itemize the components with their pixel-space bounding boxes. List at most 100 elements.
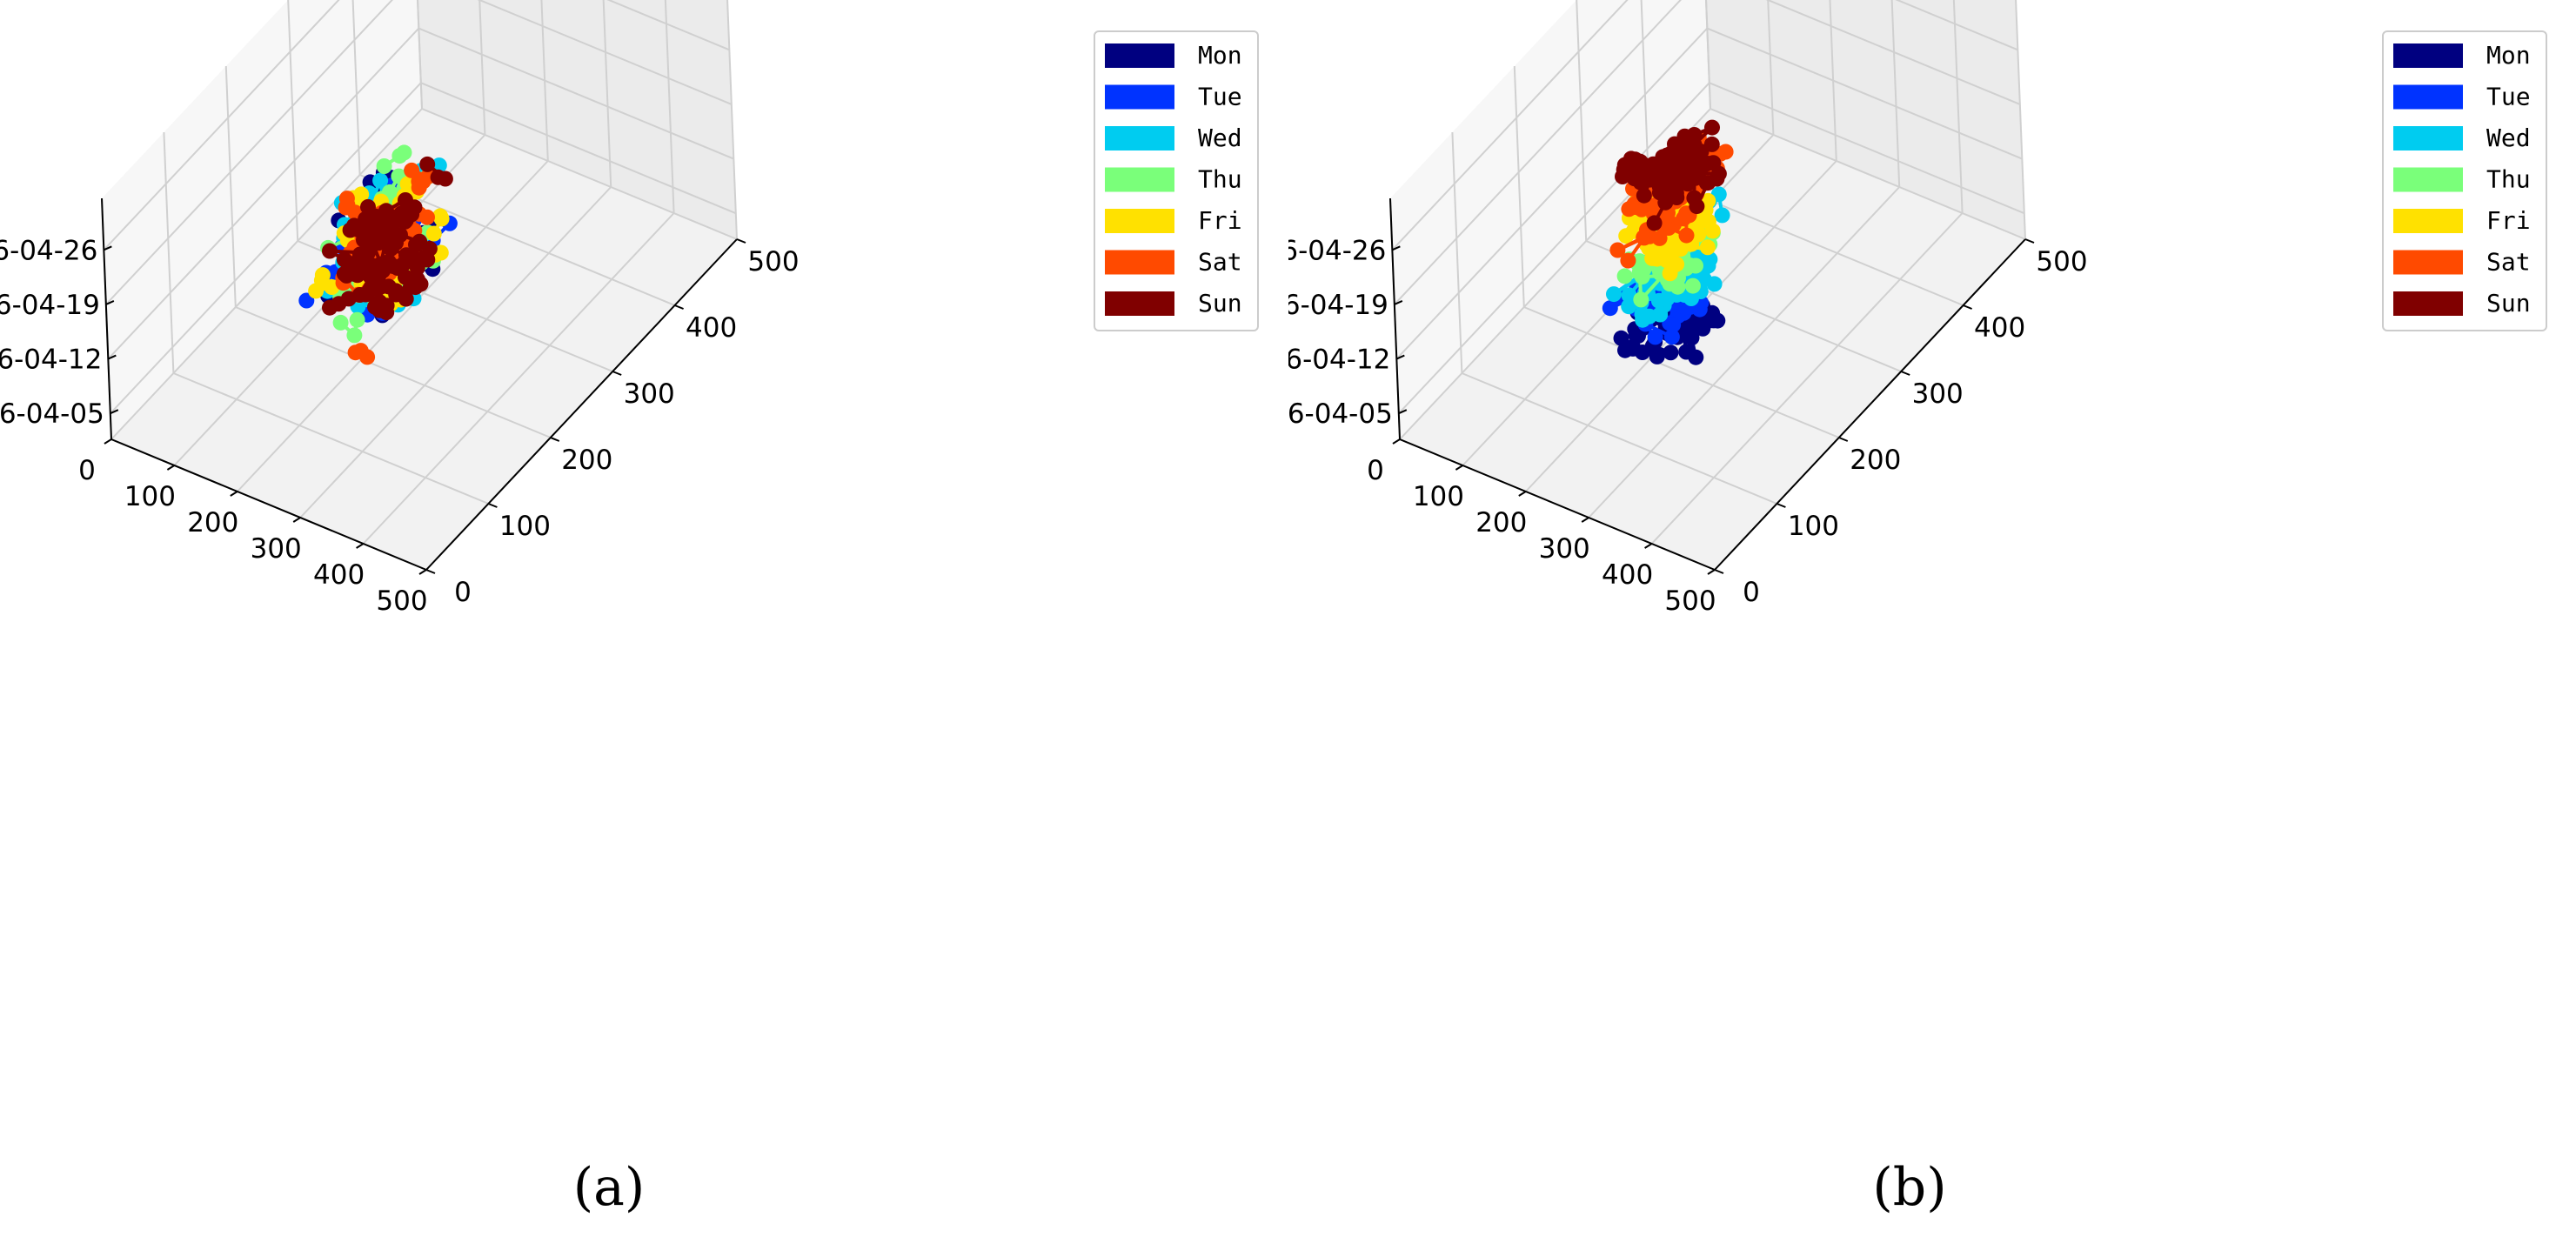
data-point-sat [1609,242,1626,258]
wall-gridline-y [1705,0,1711,110]
data-point-sun [384,209,400,225]
x-tick-label: 300 [1539,533,1590,565]
wall-gridline-z [418,27,734,160]
data-point-sun [1686,127,1703,143]
data-point-sun [392,227,408,243]
legend-swatch-sun [1105,291,1174,316]
data-point-wed [372,172,389,189]
data-point-sun [1686,190,1703,206]
data-point-sun [346,217,362,234]
floor-gridline-y [421,108,738,240]
z-tick-mark [110,409,119,415]
y-tick-mark [674,304,684,310]
data-point-tue [1602,300,1618,317]
data-point-sat [1620,252,1636,269]
y-tick-mark [2024,238,2035,244]
wall-gridline-y [163,131,175,374]
data-point-sun [360,198,376,215]
grid-group [1389,0,2026,571]
data-point-wed [1714,207,1730,224]
wall-gridline-z [1706,27,2023,160]
x-tick-label: 500 [376,585,427,617]
data-cloud [1602,119,1734,365]
wall-gridline-x [1952,0,1964,214]
y-tick-mark [550,437,560,442]
y-tick-label: 400 [686,312,737,344]
data-point-sun [398,247,414,264]
wall-gridline-x [726,0,738,240]
back-right-pane [1706,0,2025,239]
data-point-sun [322,243,338,259]
legend-label-tue: Tue [2486,83,2531,111]
y-tick-label: 300 [1912,378,1964,410]
chart-panel-a: 0 100 200 300 400 500 0 100 200 300 400 500 2016-04-… [0,0,1259,1218]
data-point-sun [411,233,428,250]
x-tick-mark [356,543,365,549]
legend-label-mon: Mon [1198,41,1242,70]
data-point-mon [1649,348,1665,365]
data-point-mon [1624,338,1641,355]
y-tick-label: 200 [561,445,612,476]
x-tick-label: 500 [1664,585,1716,617]
wall-gridline-y [1513,65,1525,308]
floor-gridline-y [173,372,489,505]
x-tick-mark [1581,517,1589,523]
data-point-fri [1699,239,1716,256]
legend: Mon Tue Wed Thu Fri Sat Sun [2382,30,2547,331]
floor-pane [111,109,737,570]
series-line-sun [328,249,373,265]
legend-swatch-tue [1105,84,1174,110]
data-point-mon [1663,344,1679,361]
data-point-sun [1709,171,1725,187]
panel-caption: (b) [1872,1157,1946,1218]
data-point-sun [1662,186,1678,203]
z-tick-label: 2016-04-19 [0,290,100,321]
wall-gridline-z [105,0,393,305]
floor-gridline-x [1588,186,1900,518]
z-tick-label: 2016-04-19 [1288,290,1388,321]
data-point-sun [359,244,376,261]
x-tick-label: 0 [1367,455,1384,486]
data-point-thu [376,158,392,174]
legend-swatch-fri [1105,209,1174,233]
data-point-wed [1606,286,1622,303]
wall-gridline-x [2015,0,2026,240]
wall-gridline-z [1394,0,1682,305]
data-point-mon [1696,314,1712,331]
data-point-sun [398,212,414,229]
z-axis-line [101,197,112,440]
data-point-thu [1631,253,1648,270]
wall-gridline-z [606,0,730,51]
wall-gridline-y [1451,131,1463,374]
data-point-wed [1641,308,1657,324]
data-point-wed [1621,287,1637,304]
data-point-sun [419,156,436,172]
x-tick-label: 300 [251,533,302,565]
legend-label-sun: Sun [2486,289,2531,318]
legend-label-wed: Wed [1198,124,1242,152]
legend: Mon Tue Wed Thu Fri Sat Sun [1094,30,1259,331]
wall-gridline-x [664,0,675,214]
wall-gridline-z [1391,0,1629,251]
x-tick-mark [104,438,112,445]
data-point-fri [313,272,330,289]
x-tick-mark [1518,491,1527,497]
data-point-thu [1669,278,1686,295]
x-tick-mark [230,491,238,497]
x-axis-line [1399,438,1716,571]
x-tick-label: 100 [124,481,176,512]
y-tick-mark [425,569,436,574]
y-tick-mark [736,238,746,244]
z-tick-mark [107,354,117,360]
data-point-sun [1664,165,1681,182]
legend-swatch-sat [2393,250,2463,275]
x-tick-label: 0 [78,455,96,486]
wall-gridline-z [420,82,737,215]
legend-label-thu: Thu [1198,165,1242,194]
data-point-mon [1710,312,1726,329]
y-tick-label: 400 [1974,312,2025,344]
data-point-sun [370,281,386,297]
floor-gridline-y [1523,306,1840,438]
data-point-sat [1678,227,1695,244]
wall-gridline-y [287,0,299,242]
